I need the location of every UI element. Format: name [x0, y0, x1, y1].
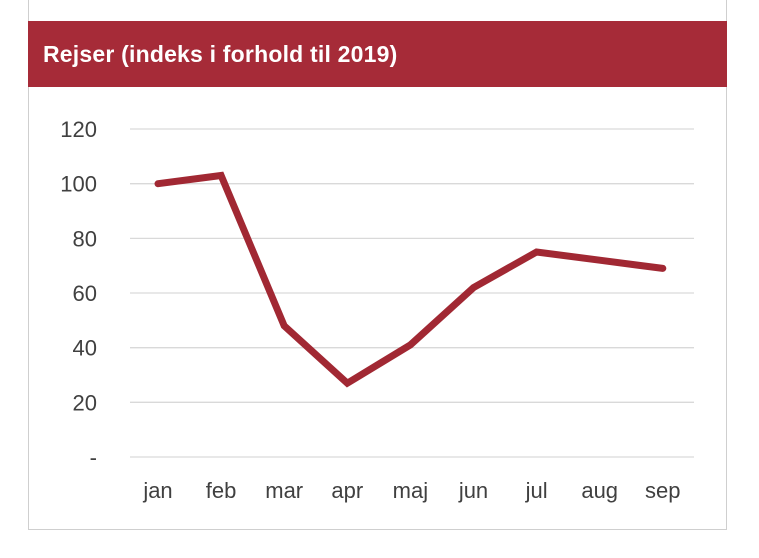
y-tick-label: 60 — [73, 281, 97, 306]
chart-title: Rejser (indeks i forhold til 2019) — [43, 40, 398, 67]
x-tick-label: mar — [265, 478, 303, 503]
data-line — [154, 171, 667, 388]
chart-header: Rejser (indeks i forhold til 2019) — [28, 21, 727, 87]
x-tick-label: sep — [645, 478, 680, 503]
chart-card: Rejser (indeks i forhold til 2019) 120 10… — [28, 0, 727, 530]
chart-area: 120 100 80 60 40 20 - jan feb mar apr maj jun jul aug s… — [29, 87, 726, 527]
y-tick-label: - — [90, 445, 97, 470]
x-tick-label: jul — [525, 478, 548, 503]
x-tick-label: feb — [206, 478, 237, 503]
y-tick-label: 40 — [73, 336, 97, 361]
x-tick-label: jun — [458, 478, 488, 503]
x-tick-label: jan — [142, 478, 172, 503]
travel-index-line-chart: 120 100 80 60 40 20 - jan feb mar apr maj jun jul aug s… — [60, 117, 694, 503]
x-tick-label: aug — [581, 478, 618, 503]
x-tick-label: maj — [393, 478, 428, 503]
x-tick-label: apr — [331, 478, 363, 503]
y-tick-label: 120 — [60, 117, 97, 142]
y-tick-label: 20 — [73, 390, 97, 415]
y-tick-label: 100 — [60, 172, 97, 197]
y-tick-label: 80 — [73, 226, 97, 251]
